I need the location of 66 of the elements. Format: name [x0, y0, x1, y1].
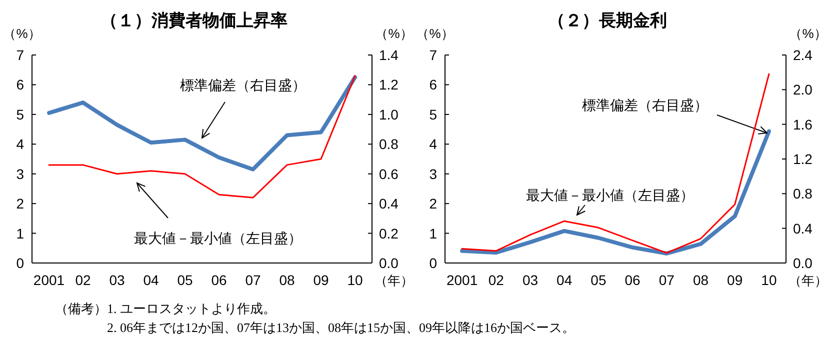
y-axis-title: （%）: [3, 26, 41, 41]
y-axis-title: （%）: [416, 26, 454, 41]
text: 2. 06年までは12か国、07年は13か国、08年は15か国、09年以降は16か国ベース。: [107, 320, 575, 335]
x-tick-label: 04: [556, 272, 572, 288]
text: 1. ユーロスタットより作成。: [107, 301, 276, 316]
x-tick-label: 05: [590, 272, 606, 288]
x-tick-label: 10: [761, 272, 777, 288]
y-tick-label: 0: [429, 255, 438, 271]
x-tick-label: 08: [279, 272, 295, 288]
y-tick-label: 7: [429, 47, 438, 63]
y-tick-label: 7: [16, 47, 24, 63]
x-tick-label: 05: [177, 272, 193, 288]
x-tick-label: 06: [211, 272, 227, 288]
x-tick-label: 2001: [446, 272, 478, 288]
x-axis-title: （年）: [788, 273, 828, 288]
x-tick-label: 03: [109, 272, 125, 288]
y2-tick-label: 1.6: [793, 116, 813, 132]
y2-tick-label: 1.2: [793, 151, 813, 167]
chart-title: （２）長期金利: [548, 11, 667, 30]
y2-axis-title: （%）: [375, 26, 413, 41]
y2-tick-label: 0.0: [379, 255, 399, 271]
y2-tick-label: 0.8: [793, 186, 813, 202]
y2-tick-label: 0.0: [793, 255, 813, 271]
x-tick-label: 02: [75, 272, 91, 288]
y-tick-label: 4: [16, 136, 24, 152]
x-axis-title: （年）: [374, 273, 414, 288]
x-tick-label: 2001: [33, 272, 65, 288]
y-tick-label: 1: [429, 225, 438, 242]
y-tick-label: 2: [429, 196, 438, 212]
text: 最大値－最小値（左目盛）: [526, 187, 694, 203]
text: 最大値－最小値（左目盛）: [134, 230, 302, 246]
text: 標準偏差（右目盛）: [180, 77, 306, 93]
y-tick-label: 0: [16, 255, 24, 271]
y-tick-label: 2: [16, 196, 24, 212]
y-tick-label: 6: [429, 76, 438, 93]
y2-tick-label: 1.4: [379, 47, 399, 63]
y2-tick-label: 1.2: [379, 76, 399, 93]
y-tick-label: 3: [16, 166, 24, 182]
y2-tick-label: 2.0: [793, 82, 813, 98]
x-tick-label: 06: [624, 272, 641, 288]
y2-tick-label: 0.6: [379, 166, 399, 182]
y2-tick-label: 0.4: [379, 196, 399, 212]
y-tick-label: 5: [16, 106, 24, 122]
y-tick-label: 4: [429, 136, 438, 152]
y-tick-label: 5: [429, 106, 438, 122]
x-tick-label: 02: [488, 272, 504, 288]
y2-axis-title: （%）: [789, 26, 827, 41]
x-tick-label: 08: [692, 272, 709, 288]
y-tick-label: 3: [429, 166, 438, 182]
y-tick-label: 1: [16, 225, 24, 242]
x-tick-label: 10: [347, 272, 363, 288]
y2-tick-label: 0.4: [793, 220, 813, 236]
x-tick-label: 07: [245, 272, 261, 288]
x-tick-label: 03: [522, 272, 538, 288]
x-tick-label: 09: [313, 272, 329, 288]
x-tick-label: 09: [727, 272, 743, 288]
y2-tick-label: 2.4: [793, 47, 813, 63]
y-tick-label: 6: [16, 76, 24, 93]
text: 標準偏差（右目盛）: [582, 97, 708, 113]
x-tick-label: 07: [658, 272, 675, 288]
y2-tick-label: 0.2: [379, 225, 399, 242]
text: （備考）: [55, 301, 107, 316]
x-tick-label: 04: [143, 272, 159, 288]
y2-tick-label: 0.8: [379, 136, 399, 152]
y2-tick-label: 1.0: [379, 106, 399, 122]
chart-title: （１）消費者物価上昇率: [100, 11, 288, 30]
